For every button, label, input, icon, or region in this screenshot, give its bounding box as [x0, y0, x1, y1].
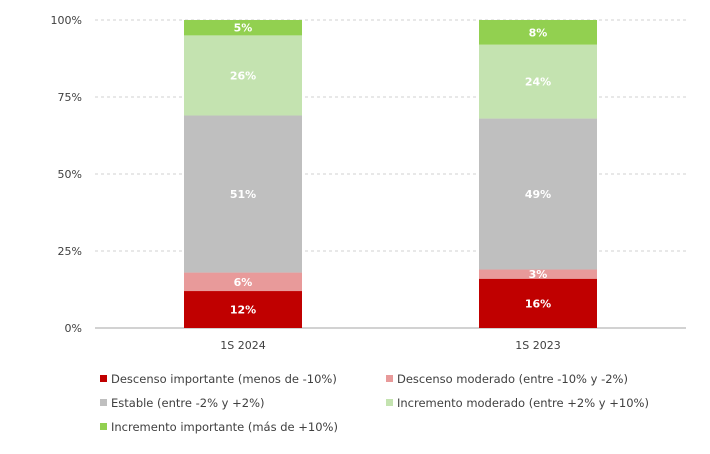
data-label: 6%: [234, 276, 253, 289]
data-label: 49%: [525, 188, 551, 201]
legend-swatch: [100, 375, 107, 382]
legend-label: Incremento moderado (entre +2% y +10%): [397, 396, 649, 410]
x-category-label: 1S 2023: [515, 339, 560, 352]
legend-swatch: [100, 399, 107, 406]
data-label: 24%: [525, 76, 551, 89]
x-category-label: 1S 2024: [220, 339, 265, 352]
legend-swatch: [100, 423, 107, 430]
legend-label: Estable (entre -2% y +2%): [111, 396, 265, 410]
x-axis-categories: 1S 2024 1S 2023: [220, 339, 560, 352]
y-tick-label: 0%: [65, 322, 82, 335]
grid-lines: [95, 19, 686, 329]
y-tick-label: 75%: [58, 91, 82, 104]
legend-item-estable: Estable (entre -2% y +2%): [100, 396, 264, 410]
y-tick-label: 100%: [51, 14, 82, 27]
legend-item-descenso-importante: Descenso importante (menos de -10%): [100, 372, 337, 386]
data-label: 8%: [529, 26, 548, 39]
legend-item-incremento-moderado: Incremento moderado (entre +2% y +10%): [386, 396, 649, 410]
y-tick-label: 25%: [58, 245, 82, 258]
y-tick-label: 50%: [58, 168, 82, 181]
bar-segment: [184, 272, 302, 292]
data-label: 26%: [230, 69, 256, 82]
data-label: 16%: [525, 297, 551, 310]
y-axis-ticks: 0% 25% 50% 75% 100%: [51, 14, 82, 335]
data-label: 3%: [529, 268, 548, 281]
legend-label: Incremento importante (más de +10%): [111, 420, 338, 434]
legend-label: Descenso moderado (entre -10% y -2%): [397, 372, 628, 386]
legend-label: Descenso importante (menos de -10%): [111, 372, 337, 386]
bar-segment: [184, 20, 302, 36]
bar-segment: [479, 118, 597, 270]
bar-segment: [479, 20, 597, 45]
bar-segment: [184, 35, 302, 116]
legend-item-descenso-moderado: Descenso moderado (entre -10% y -2%): [386, 372, 628, 386]
bars: 12% 6% 51% 26% 5% 16% 3% 49% 24% 8%: [184, 20, 597, 328]
bar-segment: [479, 269, 597, 279]
bar-segment: [479, 278, 597, 328]
bar-segment: [184, 115, 302, 273]
legend-item-incremento-importante: Incremento importante (más de +10%): [100, 420, 338, 434]
bar-segment: [479, 44, 597, 119]
legend-swatch: [386, 399, 393, 406]
bar-segment: [184, 291, 302, 328]
data-label: 51%: [230, 188, 256, 201]
data-label: 12%: [230, 304, 256, 317]
legend-swatch: [386, 375, 393, 382]
data-label: 5%: [234, 22, 253, 35]
